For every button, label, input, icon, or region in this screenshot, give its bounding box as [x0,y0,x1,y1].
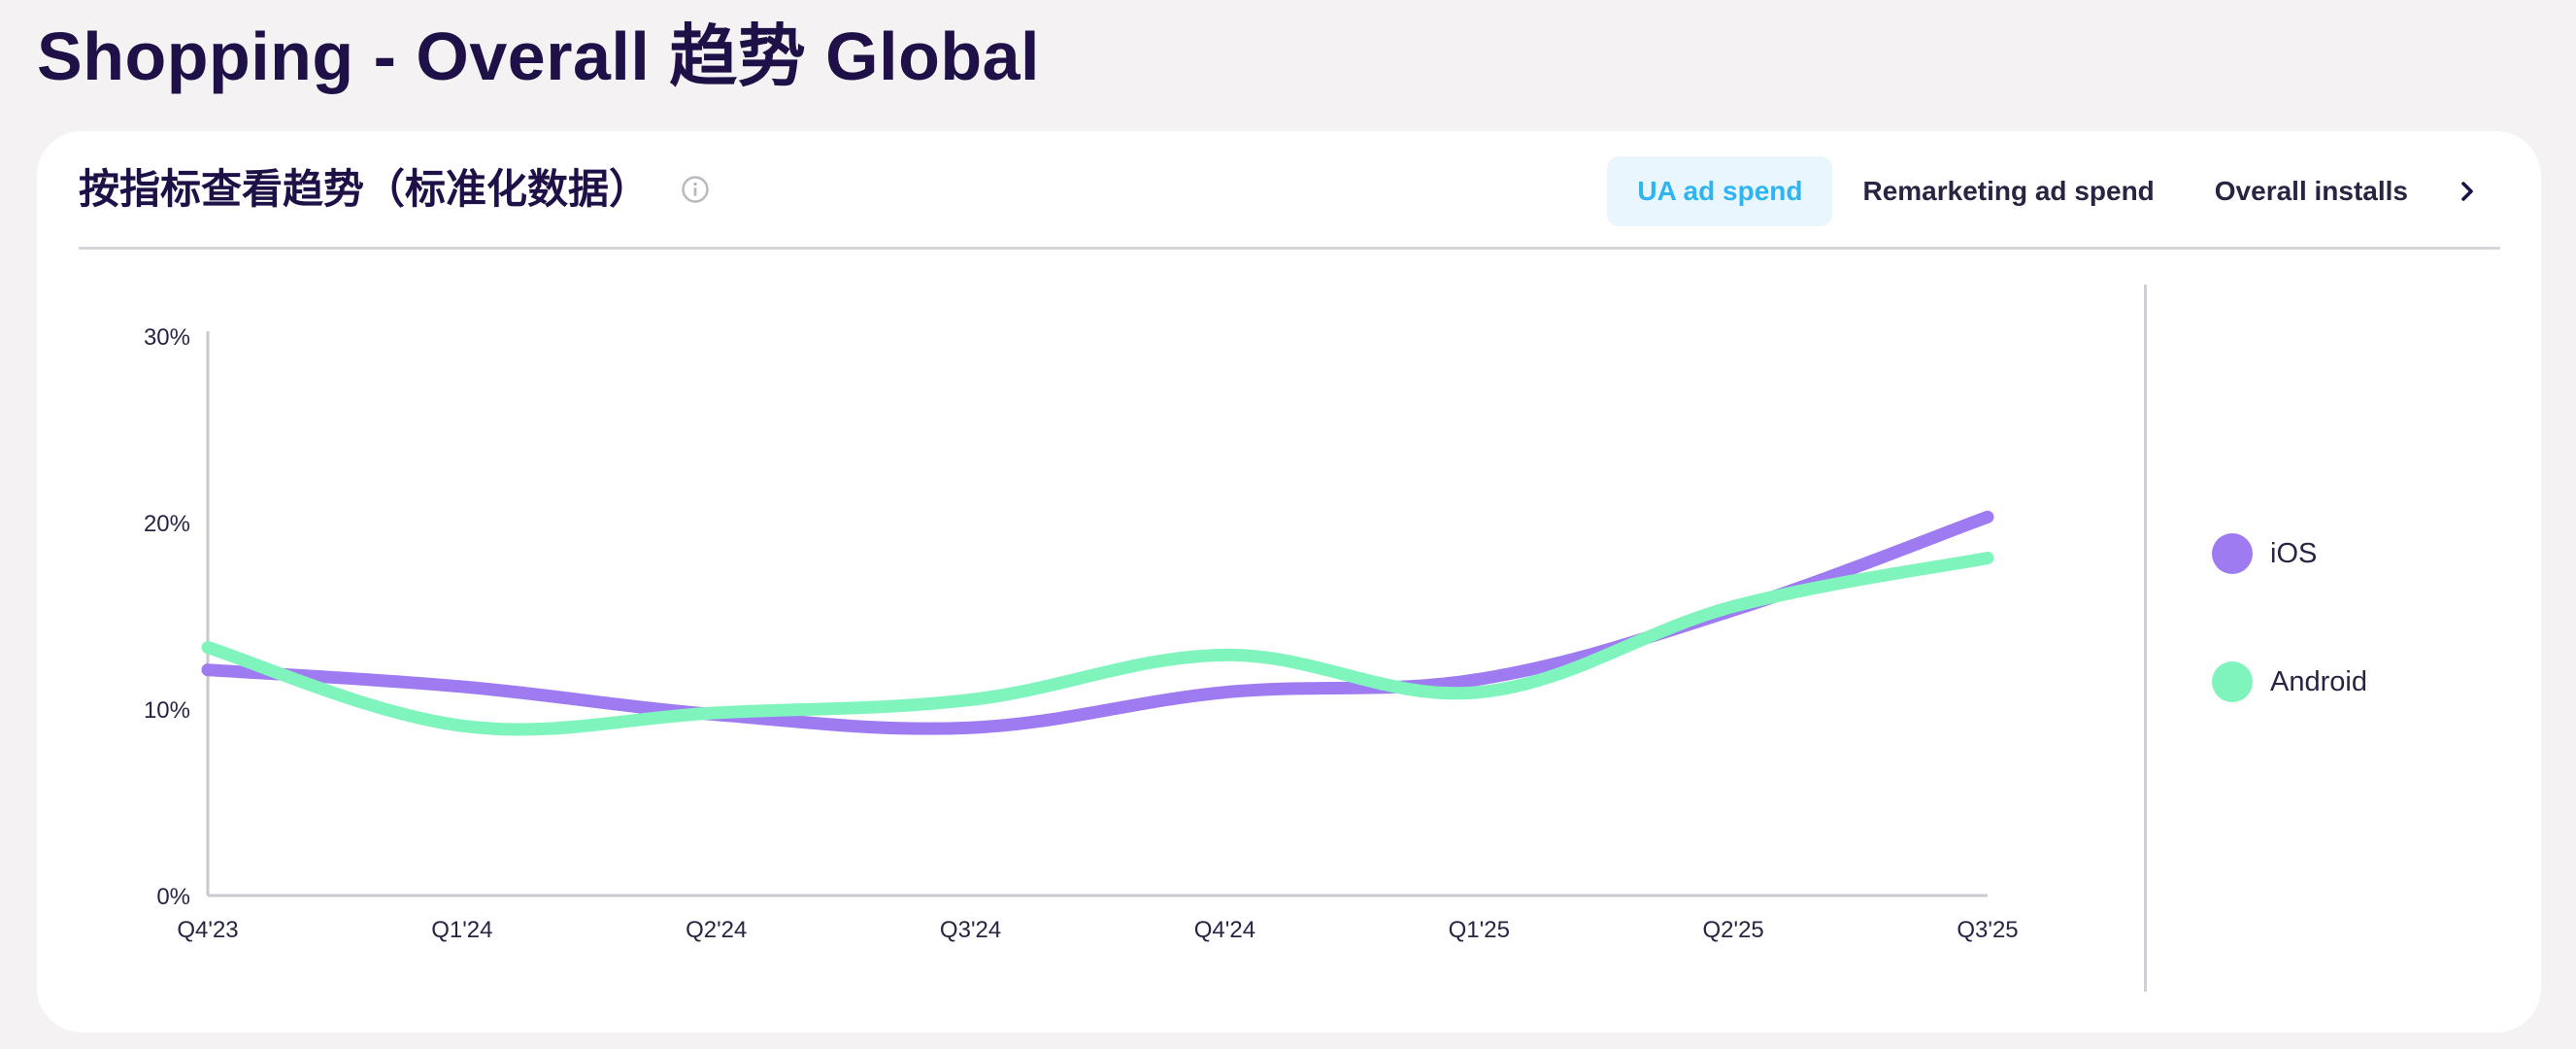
header-divider [79,247,2500,250]
trend-card: 按指标查看趋势（标准化数据） UA ad spend Remarketing a… [37,131,2541,1032]
legend-divider [2144,285,2147,992]
x-tick-label: Q1'24 [431,917,492,943]
tab-overall-installs[interactable]: Overall installs [2214,176,2408,206]
y-tick-label: 10% [144,697,190,724]
x-tick-label: Q3'24 [940,917,1001,943]
legend-label-android: Android [2270,665,2367,697]
y-tick-label: 0% [156,884,190,910]
y-tick-label: 30% [144,324,190,351]
x-tick-label: Q4'23 [177,917,238,943]
metric-tabs: UA ad spend Remarketing ad spend Overall… [1607,156,2496,226]
series-line-android [201,551,1994,736]
x-tick-label: Q4'24 [1194,917,1255,943]
y-tick-label: 20% [144,511,190,537]
legend-label-ios: iOS [2270,537,2318,569]
line-chart: 0% 10% 20% 30% Q4'23 Q1'24 Q2'24 Q3'24 Q4'24 Q1'2… [144,324,2019,943]
page-title: Shopping - Overall 趋势 Global [37,18,1040,94]
info-circle-icon[interactable] [681,175,710,204]
x-tick-label: Q3'25 [1957,917,2018,943]
series-line-ios [201,510,1994,735]
x-tick-label: Q1'25 [1449,917,1510,943]
x-tick-label: Q2'24 [686,917,747,943]
legend-swatch-ios [2212,533,2253,574]
chart-legend: iOS Android [2212,524,2367,781]
chevron-right-icon[interactable] [2438,156,2496,226]
tab-ua-ad-spend[interactable]: UA ad spend [1607,156,1833,226]
legend-item-ios[interactable]: iOS [2212,524,2367,583]
tab-remarketing-ad-spend[interactable]: Remarketing ad spend [1862,176,2155,206]
legend-swatch-android [2212,661,2253,702]
x-tick-label: Q2'25 [1702,917,1763,943]
legend-item-android[interactable]: Android [2212,653,2367,711]
card-title: 按指标查看趋势（标准化数据） [79,166,651,212]
